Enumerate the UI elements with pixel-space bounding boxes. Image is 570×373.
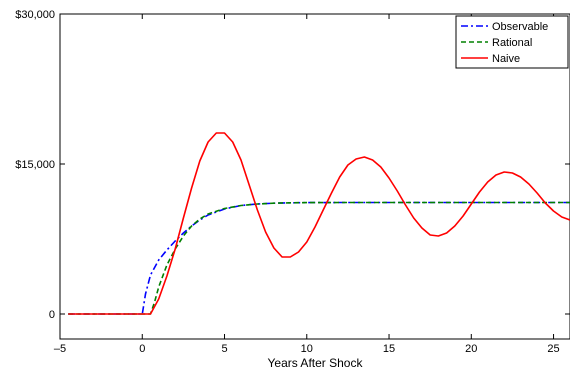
x-tick-label: 25	[547, 343, 559, 355]
y-tick-label: $30,000	[15, 9, 55, 21]
x-tick-label: 5	[221, 343, 227, 355]
series-line-rational	[68, 201, 570, 315]
series-line-naive	[68, 132, 570, 315]
legend-label-naive: Naive	[492, 53, 520, 65]
legend-label-observable: Observable	[492, 21, 548, 33]
x-tick-label: 0	[139, 343, 145, 355]
x-axis-label: Years After Shock	[268, 356, 364, 370]
legend: Observable Rational Naive	[455, 15, 569, 69]
legend-label-rational: Rational	[492, 37, 532, 49]
x-tick-label: –5	[54, 343, 66, 355]
legend-box	[455, 15, 569, 69]
y-tick-label: $15,000	[15, 159, 55, 171]
series-lines	[68, 132, 570, 315]
axes: –5 0 5 10 15 20 25 0 $15,000 $30,000	[15, 9, 570, 355]
x-tick-label: 20	[465, 343, 477, 355]
x-tick-label: 15	[383, 343, 395, 355]
y-tick-label: 0	[49, 309, 55, 321]
x-tick-label: 10	[301, 343, 313, 355]
